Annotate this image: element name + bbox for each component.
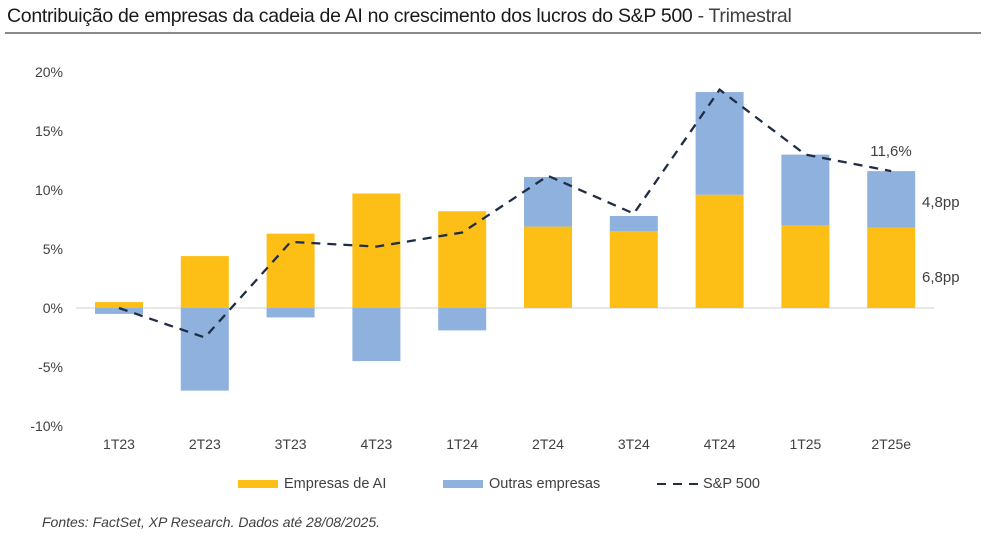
bar-others-4t23 [352,308,401,362]
bar-ai-4t23 [352,193,401,308]
bar-others-3t24 [609,215,658,232]
bar-ai-1t23 [95,302,143,308]
y-tick-label: 0% [43,300,63,316]
legend-label-ai: Empresas de AI [284,476,387,492]
x-tick-label: 3T23 [275,436,307,452]
x-axis-ticks: 1T23 2T23 3T23 4T23 1T24 2T24 3T24 4T24 1T25 2T25… [103,436,911,452]
bar-ai-3t23 [266,233,315,308]
x-tick-label: 4T23 [360,436,392,452]
bar-others-3t23 [266,308,315,318]
bar-others-1t23 [95,308,143,314]
y-tick-label: -5% [38,359,63,375]
x-tick-label: 2T24 [532,436,564,452]
legend-swatch-sp500 [657,483,699,485]
bar-ai-4t24 [695,194,744,308]
chart-title-main: Contribuição de empresas da cadeia de AI… [7,5,693,27]
bar-others-2t25e [867,171,916,228]
bar-others-1t25 [781,154,830,226]
y-tick-label: 10% [35,182,63,198]
legend-swatch-others [443,480,483,488]
bar-others-1t24 [438,308,487,331]
title-divider [5,32,981,34]
bar-others-4t24 [695,92,744,195]
y-axis-ticks: 20% 15% 10% 5% 0% -5% -10% [30,64,63,434]
sp500-line [118,88,892,339]
x-tick-label: 2T25e [871,436,911,452]
annotation-ai-2t25e: 6,8pp [922,269,960,286]
x-tick-label: 1T25 [789,436,821,452]
source-footnote: Fontes: FactSet, XP Research. Dados até … [42,514,381,530]
annotation-others-2t25e: 4,8pp [922,194,960,211]
bar-ai-2t23 [180,256,229,308]
y-tick-label: -10% [30,418,63,434]
legend-swatch-ai [238,480,278,488]
x-tick-label: 1T23 [103,436,135,452]
chart-title: Contribuição de empresas da cadeia de AI… [7,5,792,28]
bar-ai-2t24 [524,226,572,308]
y-tick-label: 5% [43,241,63,257]
legend-item-ai: Empresas de AI [238,476,386,492]
x-tick-label: 1T24 [446,436,478,452]
x-tick-label: 4T24 [704,436,736,452]
annotation-total-2t25e: 11,6% [870,143,911,160]
legend-item-sp500: S&P 500 [657,476,760,492]
bar-ai-1t24 [438,211,487,308]
bar-ai-1t25 [781,225,830,308]
chart-title-sub: Trimestral [708,5,792,27]
bars [95,92,916,391]
bar-ai-3t24 [609,231,658,308]
legend: Empresas de AI Outras empresas S&P 500 [0,476,995,496]
legend-label-others: Outras empresas [489,476,601,492]
y-tick-label: 15% [35,123,63,139]
legend-label-sp500: S&P 500 [703,476,760,492]
bar-ai-2t25e [867,227,916,308]
y-tick-label: 20% [35,64,63,80]
legend-item-others: Outras empresas [443,476,600,492]
stacked-bar-line-chart: 20%15%10%5%0%-5%-10% 1T23 2T23 3T23 4T23 1T2… [30,64,960,452]
x-tick-label: 3T24 [618,436,650,452]
chart-title-separator: - [692,5,709,27]
bar-others-2t24 [524,177,572,227]
bar-others-2t23 [180,308,229,391]
x-tick-label: 2T23 [189,436,221,452]
